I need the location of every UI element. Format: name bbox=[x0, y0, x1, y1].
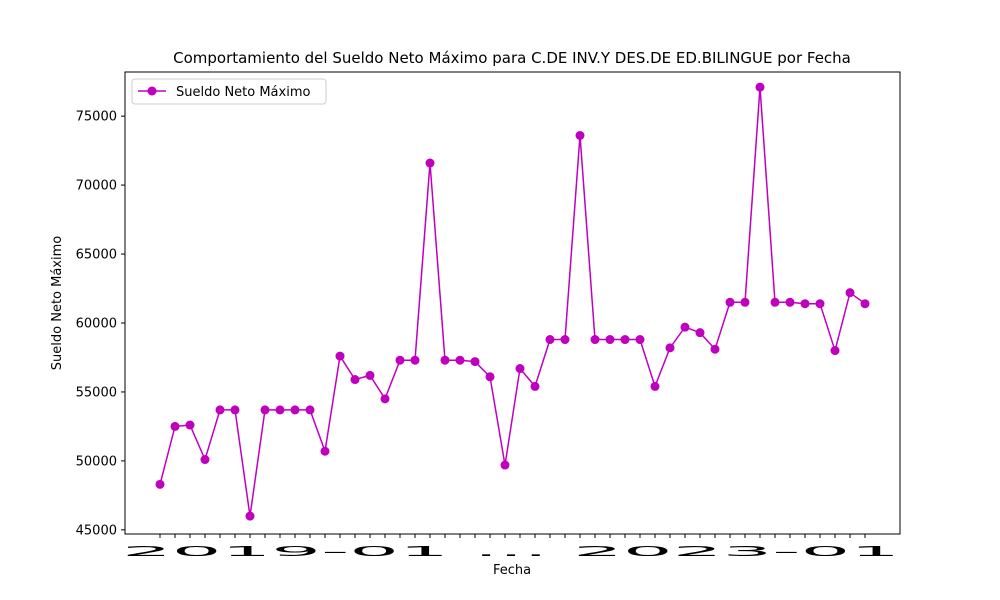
data-point bbox=[215, 405, 225, 415]
legend-point-marker bbox=[147, 86, 157, 96]
data-point bbox=[575, 130, 585, 140]
data-point bbox=[335, 351, 345, 361]
y-tick-label: 75000 bbox=[76, 110, 117, 125]
data-point bbox=[830, 346, 840, 356]
data-point bbox=[710, 344, 720, 354]
data-point bbox=[695, 328, 705, 338]
data-point bbox=[170, 421, 180, 431]
data-point bbox=[530, 381, 540, 391]
data-point bbox=[590, 335, 600, 345]
data-point bbox=[470, 357, 480, 367]
data-point bbox=[395, 355, 405, 365]
data-point bbox=[800, 299, 810, 309]
plot-frame bbox=[124, 71, 901, 535]
data-point bbox=[245, 511, 255, 521]
data-point bbox=[365, 370, 375, 380]
data-point bbox=[560, 335, 570, 345]
data-point bbox=[455, 355, 465, 365]
data-point bbox=[425, 158, 435, 168]
data-point bbox=[605, 335, 615, 345]
y-tick-label: 70000 bbox=[76, 179, 117, 194]
data-point bbox=[485, 372, 495, 382]
data-point bbox=[410, 355, 420, 365]
legend: Sueldo Neto Máximo bbox=[131, 78, 327, 105]
data-point bbox=[635, 335, 645, 345]
data-point bbox=[230, 405, 240, 415]
data-point bbox=[620, 335, 630, 345]
data-point bbox=[200, 455, 210, 465]
data-point bbox=[680, 322, 690, 332]
data-point bbox=[275, 405, 285, 415]
data-point bbox=[515, 364, 525, 374]
data-point bbox=[740, 297, 750, 307]
x-axis-label: Fecha bbox=[493, 563, 531, 578]
data-point bbox=[500, 460, 510, 470]
y-tick-label: 45000 bbox=[76, 523, 117, 538]
legend-label: Sueldo Neto Máximo bbox=[176, 85, 310, 100]
y-axis-label: Sueldo Neto Máximo bbox=[50, 236, 65, 370]
data-point bbox=[320, 446, 330, 456]
legend-box bbox=[131, 78, 327, 105]
chart-title: Comportamiento del Sueldo Neto Máximo pa… bbox=[173, 49, 851, 67]
y-tick-label: 50000 bbox=[76, 454, 117, 469]
data-point bbox=[260, 405, 270, 415]
data-point bbox=[440, 355, 450, 365]
data-point bbox=[155, 479, 165, 489]
data-point bbox=[725, 297, 735, 307]
data-point bbox=[650, 381, 660, 391]
data-point bbox=[755, 82, 765, 92]
data-point bbox=[815, 299, 825, 309]
data-point bbox=[350, 375, 360, 385]
y-tick-label: 65000 bbox=[76, 248, 117, 263]
data-point bbox=[290, 405, 300, 415]
y-tick-label: 55000 bbox=[76, 385, 117, 400]
data-point bbox=[860, 299, 870, 309]
data-point bbox=[665, 343, 675, 353]
y-axis-ticks: 45000 50000 55000 60000 65000 70000 75000 bbox=[76, 110, 125, 538]
data-point bbox=[785, 297, 795, 307]
x-axis-tick-label-text: 2019-01 ... 2023-01 bbox=[122, 545, 900, 560]
data-point bbox=[305, 405, 315, 415]
x-axis-ticks bbox=[159, 534, 866, 538]
y-tick-label: 60000 bbox=[76, 316, 117, 331]
series-layer bbox=[155, 82, 870, 521]
data-point bbox=[545, 335, 555, 345]
data-point bbox=[380, 394, 390, 404]
data-point bbox=[770, 297, 780, 307]
data-point bbox=[845, 288, 855, 298]
data-point bbox=[185, 420, 195, 430]
